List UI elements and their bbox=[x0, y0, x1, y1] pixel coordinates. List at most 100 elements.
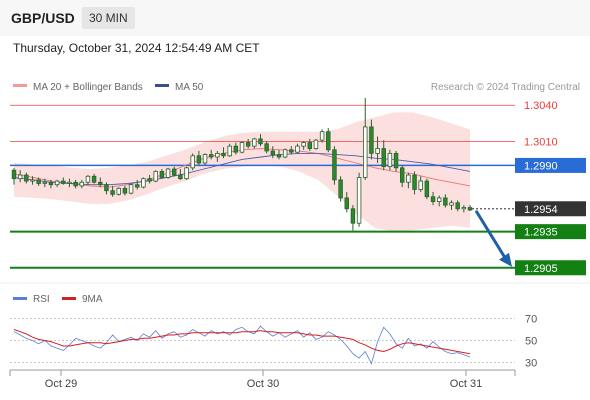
candle-body bbox=[239, 142, 245, 153]
candle bbox=[467, 205, 473, 212]
pivot-label-bg bbox=[515, 157, 586, 173]
candle-body bbox=[98, 181, 103, 186]
candle bbox=[135, 179, 140, 190]
candle bbox=[61, 177, 66, 185]
candle-body bbox=[196, 155, 202, 164]
candle-body bbox=[289, 149, 294, 153]
candle-body bbox=[387, 152, 393, 168]
candle bbox=[128, 183, 134, 195]
candle-body bbox=[326, 131, 331, 151]
support-2-label: 1.2905 bbox=[524, 263, 558, 275]
candle-body bbox=[165, 168, 171, 178]
candle-body bbox=[436, 197, 442, 202]
candle bbox=[252, 137, 257, 149]
forecast-arrow bbox=[474, 209, 512, 267]
candle bbox=[178, 169, 183, 180]
candle-body bbox=[11, 169, 17, 180]
candle bbox=[85, 175, 91, 185]
current-price-label: 1.2954 bbox=[524, 204, 558, 216]
candle-body bbox=[245, 142, 251, 147]
candle bbox=[147, 175, 152, 184]
candle bbox=[227, 143, 232, 157]
candle bbox=[245, 138, 251, 149]
timeframe-badge[interactable]: 30 MIN bbox=[82, 7, 135, 29]
candle bbox=[141, 177, 146, 189]
candle bbox=[282, 148, 288, 159]
candle bbox=[30, 176, 35, 185]
candle bbox=[338, 176, 343, 202]
candle bbox=[455, 200, 460, 212]
ma20-legend-swatch bbox=[13, 84, 27, 87]
candle bbox=[73, 179, 78, 189]
bollinger-bands bbox=[14, 112, 470, 232]
candle-body bbox=[171, 168, 177, 176]
candle bbox=[295, 143, 300, 154]
level-labels: 1.3040 1.3010 1.2990 1.2954 1.2935 1.2905 bbox=[515, 100, 586, 276]
rsi-ma-legend-swatch bbox=[62, 297, 76, 300]
candle-body bbox=[252, 138, 257, 147]
candle-body bbox=[73, 181, 78, 187]
candle-body bbox=[449, 202, 454, 206]
candle-body bbox=[363, 126, 368, 178]
candle-body bbox=[153, 171, 158, 182]
candle-body bbox=[48, 181, 54, 186]
candle-body bbox=[128, 184, 134, 194]
candle bbox=[196, 150, 202, 166]
candle-body bbox=[233, 145, 239, 153]
candle bbox=[208, 149, 214, 160]
x-axis-ticks: Oct 29 Oct 30 Oct 31 bbox=[45, 370, 482, 390]
candle bbox=[307, 138, 313, 151]
candle bbox=[110, 185, 115, 197]
candle bbox=[122, 185, 128, 196]
candle bbox=[369, 119, 374, 160]
candle bbox=[36, 177, 41, 186]
rsi-line bbox=[13, 325, 471, 365]
ma20-legend-label: MA 20 + Bollinger Bands bbox=[33, 82, 143, 93]
candle-body bbox=[30, 179, 35, 182]
candle-body bbox=[270, 150, 276, 155]
support-1-label-bg bbox=[515, 224, 586, 240]
candle-body bbox=[135, 184, 140, 188]
candle-body bbox=[91, 175, 97, 183]
candle-body bbox=[67, 181, 72, 184]
candle bbox=[104, 182, 109, 195]
candle-body bbox=[122, 187, 128, 194]
candle-body bbox=[418, 180, 423, 190]
candle-body bbox=[17, 174, 23, 180]
rsi-lines bbox=[13, 325, 471, 365]
candle bbox=[381, 140, 386, 171]
candle-body bbox=[190, 155, 195, 169]
rsi-tick-label: 70 bbox=[525, 314, 537, 326]
credit-label: Research © 2024 Trading Central bbox=[431, 82, 580, 93]
candle bbox=[67, 178, 72, 188]
candle bbox=[430, 191, 436, 206]
candle-body bbox=[461, 207, 467, 210]
candle-body bbox=[36, 179, 41, 184]
rsi-grid: 70 50 30 bbox=[10, 314, 537, 370]
candle-body bbox=[202, 154, 208, 164]
candle bbox=[375, 136, 380, 164]
candle bbox=[17, 170, 23, 183]
candle-body bbox=[221, 152, 226, 157]
candle-body bbox=[258, 138, 263, 145]
candle-body bbox=[393, 152, 399, 169]
candle-body bbox=[406, 174, 411, 183]
candle bbox=[461, 205, 467, 213]
candle bbox=[270, 146, 276, 159]
candle-body bbox=[24, 174, 29, 182]
candle-body bbox=[467, 207, 473, 211]
candle-body bbox=[301, 142, 306, 147]
candle-body bbox=[104, 184, 109, 192]
support-2-label-bg bbox=[515, 260, 586, 276]
candle bbox=[326, 128, 331, 153]
candle bbox=[356, 172, 362, 227]
candle bbox=[276, 149, 282, 160]
candle-body bbox=[79, 181, 85, 187]
candles bbox=[11, 98, 473, 231]
chart-header: GBP/USD 30 MIN bbox=[0, 0, 590, 36]
price-levels bbox=[10, 104, 515, 269]
candle bbox=[350, 205, 356, 231]
candle-body bbox=[338, 179, 343, 199]
candle-body bbox=[332, 149, 337, 181]
candle bbox=[42, 178, 48, 188]
